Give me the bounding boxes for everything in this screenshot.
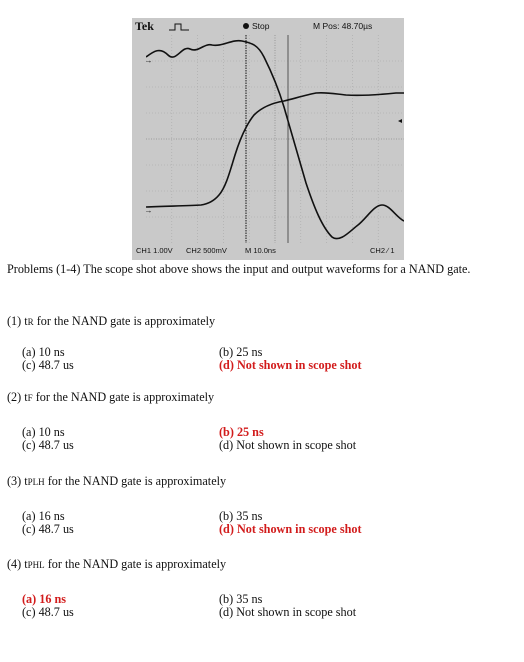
input-waveform — [146, 91, 404, 208]
trigger-readout: CH2 ∕ 1 — [370, 246, 395, 255]
scope-center-axes — [146, 35, 404, 243]
q1-option-a[interactable]: (a) 10 ns — [22, 345, 65, 359]
question-2: (2) tF for the NAND gate is approximatel… — [7, 390, 215, 404]
q2-option-b-answer[interactable]: (b) 25 ns — [219, 425, 264, 439]
q1-option-c[interactable]: (c) 48.7 us — [22, 358, 74, 372]
q4-option-c[interactable]: (c) 48.7 us — [22, 605, 74, 619]
q3-option-c[interactable]: (c) 48.7 us — [22, 522, 74, 536]
ch2-scale: CH2 500mV — [186, 246, 227, 255]
trigger-pulse-icon — [169, 23, 189, 31]
q1-option-b[interactable]: (b) 25 ns — [219, 345, 263, 359]
status-text: Stop — [252, 21, 270, 31]
problem-intro: Problems (1-4) The scope shot above show… — [7, 262, 471, 276]
trigger-level-icon — [398, 119, 402, 123]
q2-option-c[interactable]: (c) 48.7 us — [22, 438, 74, 452]
output-waveform — [146, 39, 404, 240]
scope-grid — [146, 35, 404, 243]
m-pos-readout: M Pos: 48.70µs — [313, 21, 373, 31]
stop-dot-icon — [243, 23, 249, 29]
q2-option-d[interactable]: (d) Not shown in scope shot — [219, 438, 357, 452]
q2-option-a[interactable]: (a) 10 ns — [22, 425, 65, 439]
scope-shot: Tek Stop M Pos: 48.70µs — [132, 18, 404, 260]
scope-brand: Tek — [135, 19, 154, 33]
q4-option-b[interactable]: (b) 35 ns — [219, 592, 263, 606]
q1-option-d-answer[interactable]: (d) Not shown in scope shot — [219, 358, 362, 372]
scope-screen: 1→ 2→ — [146, 35, 404, 243]
q4-option-a-answer[interactable]: (a) 16 ns — [22, 592, 67, 606]
q3-option-a[interactable]: (a) 16 ns — [22, 509, 65, 523]
ch1-marker: 1→ — [146, 56, 152, 65]
question-1: (1) tR for the NAND gate is approximatel… — [7, 314, 216, 328]
question-4: (4) tPHL for the NAND gate is approximat… — [7, 557, 227, 571]
q3-option-b[interactable]: (b) 35 ns — [219, 509, 263, 523]
ch1-scale: CH1 1.00V — [136, 246, 173, 255]
acquisition-status: Stop — [243, 21, 270, 31]
question-3: (3) tPLH for the NAND gate is approximat… — [7, 474, 227, 488]
time-division: M 10.0ns — [245, 246, 276, 255]
q3-option-d-answer[interactable]: (d) Not shown in scope shot — [219, 522, 362, 536]
q4-option-d[interactable]: (d) Not shown in scope shot — [219, 605, 357, 619]
ch2-marker: 2→ — [146, 206, 152, 215]
